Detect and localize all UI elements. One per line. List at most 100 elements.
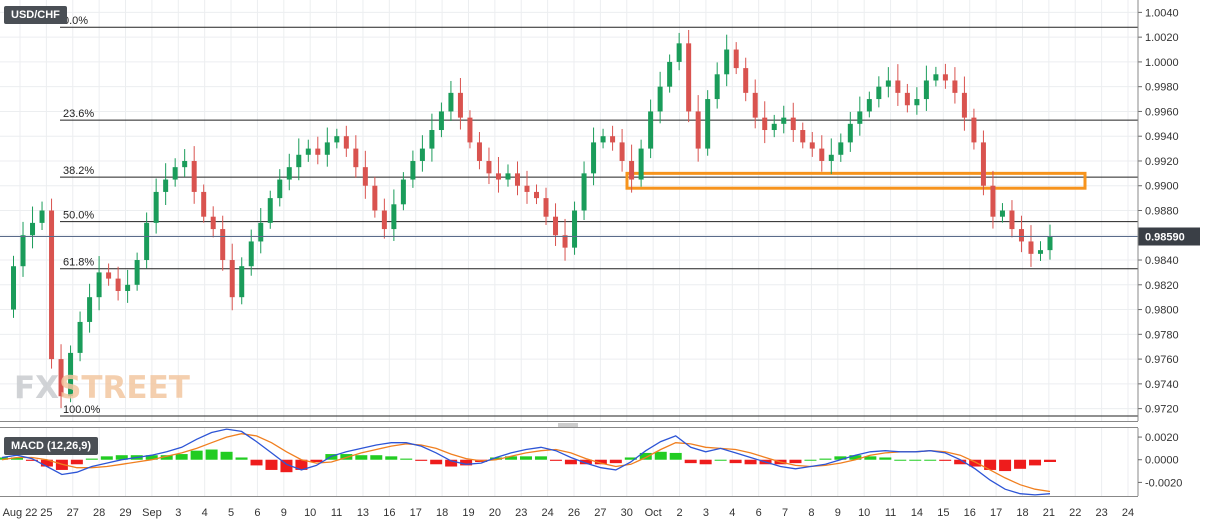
x-tick-label: 25 — [40, 507, 52, 519]
candle-body — [591, 142, 597, 174]
candle-body — [11, 266, 17, 310]
candle-body — [267, 198, 273, 223]
candle-body — [505, 173, 511, 180]
x-tick-label: 17 — [990, 507, 1002, 519]
macd-histogram-bar — [145, 455, 158, 460]
fib-label: 38.2% — [63, 165, 94, 177]
macd-histogram-bar — [744, 459, 757, 465]
x-tick-label: 3 — [703, 507, 709, 519]
y-tick-label: 1.0040 — [1145, 7, 1179, 19]
x-tick-label: 4 — [202, 507, 208, 519]
y-tick-label: 0.9880 — [1145, 206, 1179, 218]
x-tick-label: 16 — [383, 507, 395, 519]
macd-histogram-bar — [520, 456, 532, 460]
macd-histogram-bar — [175, 454, 188, 460]
current-price-label: 0.98590 — [1145, 232, 1185, 244]
macd-histogram-bar — [490, 457, 503, 460]
fib-label: 0.0% — [63, 15, 88, 27]
candle-body — [419, 148, 425, 161]
y-tick-label: 0.9760 — [1145, 354, 1179, 366]
candle-body — [885, 80, 891, 87]
fxstreet-logo: FXSTREET — [14, 370, 190, 406]
candle-body — [125, 284, 131, 291]
candle-body — [457, 92, 463, 118]
macd-histogram-bar — [100, 456, 113, 460]
candle-body — [1018, 229, 1024, 242]
candle-body — [362, 167, 368, 186]
candle-body — [714, 74, 720, 100]
x-tick-label: 9 — [835, 507, 841, 519]
candle-body — [20, 235, 26, 267]
x-tick-label: 10 — [858, 507, 870, 519]
candle-body — [743, 68, 749, 93]
candle-body — [305, 148, 311, 155]
candle-body — [534, 191, 540, 199]
candle-body — [629, 160, 635, 180]
macd-histogram-bar — [579, 459, 592, 465]
x-tick-label: 16 — [964, 507, 976, 519]
macd-histogram-bar — [954, 459, 967, 465]
candle-body — [220, 229, 226, 261]
candle-body — [286, 167, 292, 180]
candle-body — [553, 216, 559, 236]
macd-histogram-bar — [190, 450, 203, 460]
fib-label: 50.0% — [63, 210, 94, 222]
candle-body — [619, 142, 625, 161]
macd-histogram-bar — [804, 459, 817, 461]
macd-histogram-bar — [984, 459, 997, 470]
candle-body — [172, 167, 178, 180]
macd-histogram-bar — [699, 459, 712, 465]
x-tick-label: 23 — [515, 507, 527, 519]
macd-histogram-bar — [1044, 459, 1056, 462]
candle-body — [648, 111, 654, 149]
x-tick-label: 30 — [621, 507, 633, 519]
candle-body — [1028, 241, 1034, 254]
macd-histogram-bar — [879, 457, 892, 460]
candle-body — [1009, 210, 1015, 230]
candle-body — [942, 74, 948, 81]
candle-body — [1037, 250, 1043, 254]
candle-body — [486, 160, 492, 174]
candle-body — [971, 117, 977, 143]
x-tick-label: 8 — [808, 507, 814, 519]
logo-part2: STREET — [59, 370, 190, 406]
x-tick-label: 17 — [410, 507, 422, 519]
candle-body — [191, 160, 197, 192]
macd-tick-label: 0.0020 — [1145, 432, 1179, 444]
x-tick-label: 5 — [228, 507, 234, 519]
candle-body — [828, 154, 834, 161]
candle-body — [809, 142, 815, 149]
candle-body — [277, 179, 283, 199]
macd-histogram-bar — [0, 457, 8, 460]
candle-body — [724, 49, 730, 75]
macd-histogram-bar — [549, 459, 562, 461]
candle-body — [933, 74, 939, 81]
x-tick-label: 6 — [254, 507, 260, 519]
macd-histogram-bar — [430, 459, 443, 465]
macd-histogram-bar — [85, 458, 98, 460]
macd-histogram-bar — [534, 456, 547, 460]
candle-body — [952, 80, 958, 93]
macd-histogram-bar — [280, 459, 293, 473]
macd-histogram-bar — [160, 455, 173, 460]
macd-histogram-bar — [1029, 459, 1042, 466]
macd-tick-label: -0.0020 — [1145, 477, 1182, 489]
candle-body — [752, 92, 758, 118]
candle-body — [87, 297, 93, 322]
x-tick-label: 11 — [331, 507, 342, 519]
macd-histogram-bar — [115, 455, 128, 460]
candle-body — [705, 99, 711, 149]
fib-label: 100.0% — [63, 404, 101, 416]
macd-histogram-bar — [385, 456, 398, 460]
candle-body — [876, 86, 882, 100]
candle-body — [182, 160, 188, 168]
x-tick-label: 18 — [1016, 507, 1028, 519]
y-tick-label: 0.9800 — [1145, 305, 1179, 317]
x-tick-label: 23 — [1095, 507, 1107, 519]
candle-body — [819, 148, 825, 161]
candle-body — [334, 136, 340, 143]
candle-body — [514, 173, 520, 186]
macd-histogram-bar — [624, 457, 637, 460]
candle-body — [771, 123, 777, 131]
macd-signal-line — [1, 433, 1051, 493]
